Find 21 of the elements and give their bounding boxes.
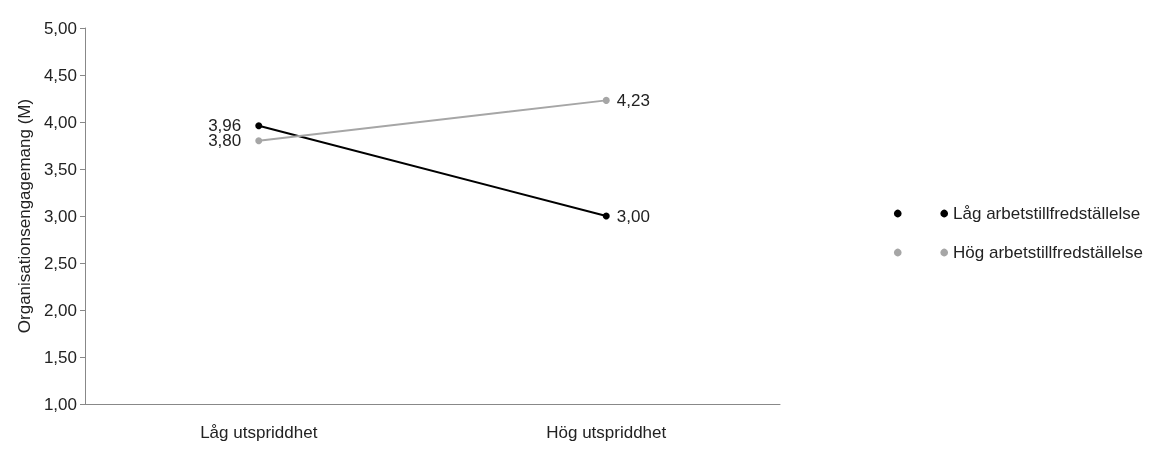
data-label: 3,96 (208, 116, 242, 136)
x-tick-label: Hög utspriddhet (546, 423, 667, 442)
legend-label: Hög arbetstillfredställelse (953, 243, 1143, 262)
point (255, 137, 263, 145)
x-tick-label: Låg utspriddhet (200, 423, 318, 442)
data-label: 3,00 (616, 206, 650, 226)
y-tick-label: 4,00 (43, 112, 77, 132)
point (602, 96, 610, 104)
y-tick-label: 3,50 (43, 159, 77, 179)
y-tick-label: 4,50 (43, 65, 77, 85)
point (602, 212, 610, 220)
y-tick-label: 5,00 (43, 18, 77, 38)
data-label: 4,23 (616, 90, 650, 110)
y-tick-label: 1,00 (43, 394, 77, 414)
y-tick-label: 1,50 (43, 347, 77, 367)
legend-label: Låg arbetstillfredställelse (953, 204, 1141, 223)
y-tick-label: 3,00 (43, 206, 77, 226)
point (255, 122, 263, 130)
y-tick-label: 2,00 (43, 300, 77, 320)
y-tick-label: 2,50 (43, 253, 77, 273)
y-axis-title: Organisationsengagemang (M) (15, 98, 34, 334)
